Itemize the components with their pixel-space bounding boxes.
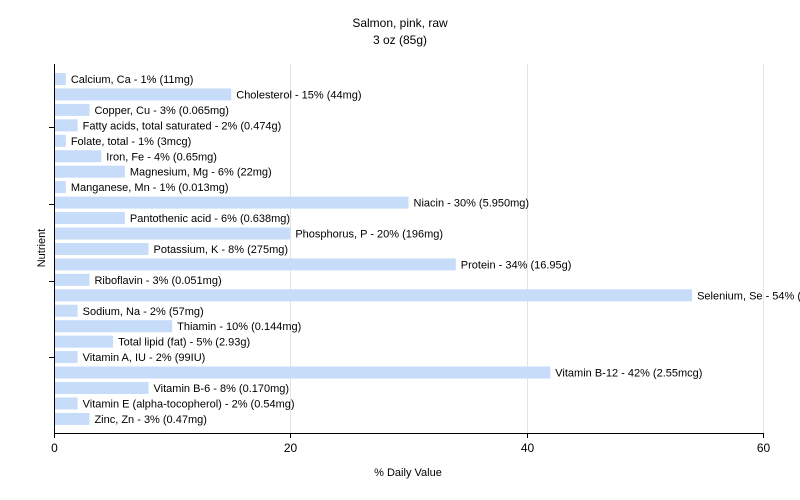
- bar-label: Calcium, Ca - 1% (11mg): [71, 74, 194, 86]
- bar: [55, 320, 173, 333]
- bar-label: Vitamin E (alpha-tocopherol) - 2% (0.54m…: [83, 398, 295, 410]
- bar: [55, 412, 90, 425]
- x-tick-label: 40: [521, 441, 535, 455]
- bar: [55, 258, 456, 271]
- bar-label: Vitamin B-6 - 8% (0.170mg): [154, 383, 290, 395]
- bar: [55, 397, 78, 410]
- bar-label: Manganese, Mn - 1% (0.013mg): [71, 182, 229, 194]
- bar: [55, 181, 66, 194]
- bars: [55, 73, 693, 425]
- bar-label: Copper, Cu - 3% (0.065mg): [94, 105, 229, 117]
- bar: [55, 304, 78, 317]
- bar-label: Sodium, Na - 2% (57mg): [83, 306, 204, 318]
- x-tick-label: 60: [757, 441, 771, 455]
- bar: [55, 227, 291, 240]
- bar-label: Potassium, K - 8% (275mg): [154, 244, 288, 256]
- bar: [55, 134, 66, 147]
- bar: [55, 119, 78, 132]
- x-axis-title: % Daily Value: [374, 467, 442, 479]
- bar: [55, 103, 90, 116]
- bar-label: Folate, total - 1% (3mcg): [71, 136, 191, 148]
- x-tick-label: 0: [51, 441, 58, 455]
- bar-label: Zinc, Zn - 3% (0.47mg): [94, 414, 206, 426]
- bar-label: Riboflavin - 3% (0.051mg): [94, 275, 221, 287]
- chart-subtitle: 3 oz (85g): [372, 33, 428, 47]
- bar-labels: Calcium, Ca - 1% (11mg) Cholesterol - 15%…: [71, 74, 800, 426]
- bar: [55, 335, 114, 348]
- bar: [55, 196, 409, 209]
- bar-label: Iron, Fe - 4% (0.65mg): [106, 151, 217, 163]
- bar-label: Niacin - 30% (5.950mg): [414, 198, 530, 210]
- bar-label: Total lipid (fat) - 5% (2.93g): [118, 337, 250, 349]
- bar-label: Phosphorus, P - 20% (196mg): [295, 229, 443, 241]
- bar: [55, 351, 78, 364]
- bar-label: Vitamin B-12 - 42% (2.55mcg): [555, 368, 702, 380]
- bar: [55, 289, 693, 302]
- bar: [55, 273, 90, 286]
- bar-label: Thiamin - 10% (0.144mg): [177, 321, 301, 333]
- bar-label: Protein - 34% (16.95g): [461, 259, 572, 271]
- bar: [55, 150, 102, 163]
- bar: [55, 242, 149, 255]
- y-axis-title: Nutrient: [36, 229, 48, 268]
- bar-label: Vitamin A, IU - 2% (99IU): [83, 352, 206, 364]
- bar: [55, 88, 232, 101]
- chart-title: Salmon, pink, raw: [352, 16, 448, 30]
- bar-label: Cholesterol - 15% (44mg): [236, 89, 361, 101]
- bar-label: Selenium, Se - 54% (37.9mcg): [697, 290, 800, 302]
- bar-label: Pantothenic acid - 6% (0.638mg): [130, 213, 290, 225]
- bar: [55, 366, 551, 379]
- bar: [55, 73, 66, 85]
- bar: [55, 382, 149, 394]
- x-tick-label: 20: [284, 441, 298, 455]
- bar: [55, 212, 125, 225]
- bar-label: Magnesium, Mg - 6% (22mg): [130, 167, 272, 179]
- axes: 0 20 40 60: [49, 64, 770, 455]
- bar: [55, 165, 125, 178]
- bar-label: Fatty acids, total saturated - 2% (0.474…: [83, 120, 282, 132]
